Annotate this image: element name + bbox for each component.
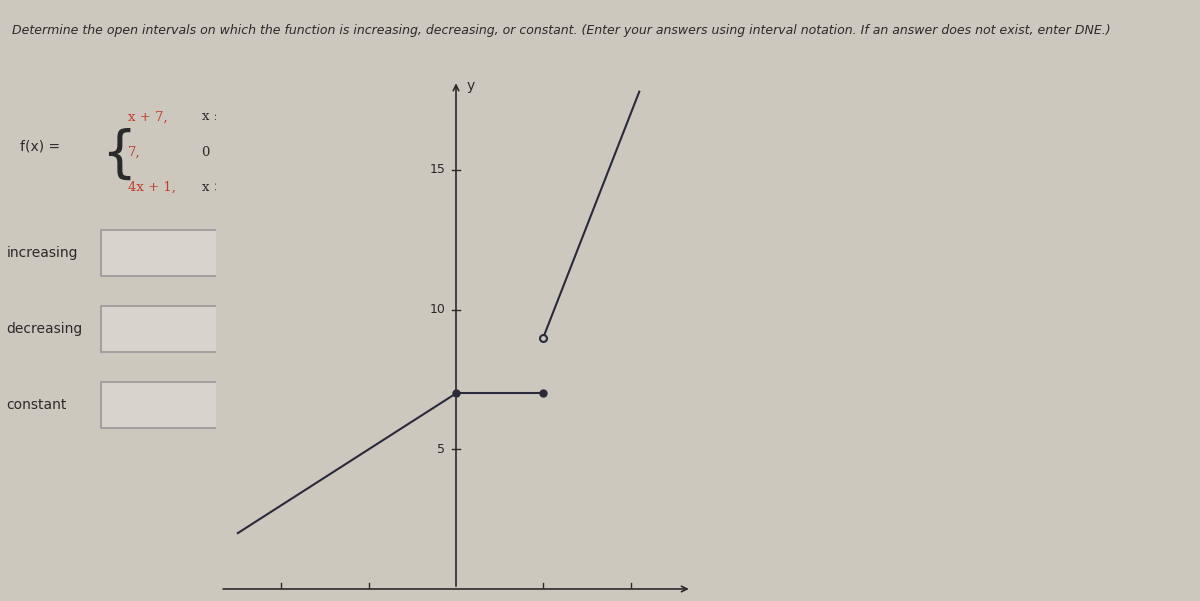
Text: decreasing: decreasing bbox=[7, 322, 83, 336]
Text: $\{$: $\{$ bbox=[101, 127, 131, 183]
Text: 4x + 1,: 4x + 1, bbox=[127, 181, 175, 194]
Text: constant: constant bbox=[7, 398, 67, 412]
Text: x > 2: x > 2 bbox=[202, 181, 238, 194]
Text: Determine the open intervals on which the function is increasing, decreasing, or: Determine the open intervals on which th… bbox=[12, 23, 1111, 37]
Text: increasing: increasing bbox=[7, 246, 78, 260]
FancyBboxPatch shape bbox=[101, 306, 295, 352]
Text: 10: 10 bbox=[430, 303, 445, 316]
FancyBboxPatch shape bbox=[101, 231, 295, 276]
Text: x + 7,: x + 7, bbox=[127, 111, 167, 123]
Text: x ≤ 0: x ≤ 0 bbox=[202, 111, 238, 123]
Text: 7,: 7, bbox=[127, 145, 140, 159]
Text: y: y bbox=[467, 79, 475, 93]
Text: 15: 15 bbox=[430, 163, 445, 177]
Text: 5: 5 bbox=[437, 443, 445, 456]
FancyBboxPatch shape bbox=[101, 382, 295, 428]
Text: 0 < x ≤ 2: 0 < x ≤ 2 bbox=[202, 145, 265, 159]
Text: f(x) =: f(x) = bbox=[20, 139, 60, 154]
